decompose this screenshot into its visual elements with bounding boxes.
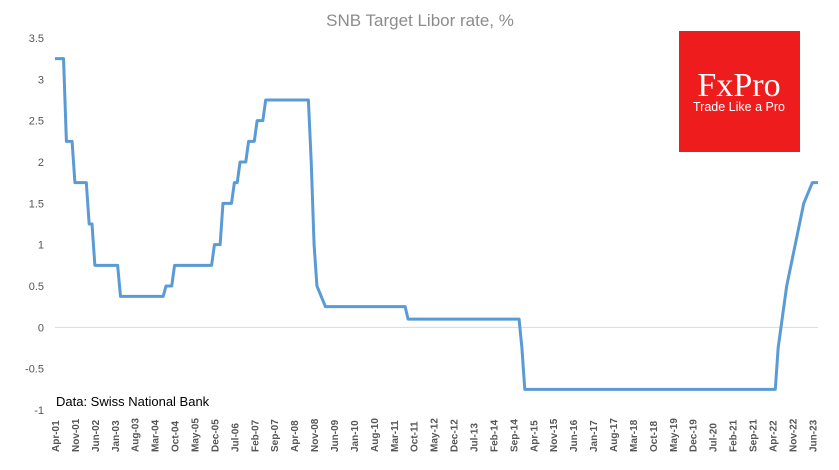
x-tick-label: May-12	[430, 418, 441, 452]
x-tick-label: Sep-14	[509, 419, 520, 452]
x-tick-label: Mar-11	[390, 420, 401, 452]
y-tick-label: -1	[34, 405, 44, 417]
y-tick-label: 3	[38, 74, 44, 86]
x-tick-label: Jul-13	[470, 423, 481, 452]
x-tick-label: Nov-22	[788, 418, 799, 452]
x-tick-label: May-05	[191, 418, 202, 452]
x-tick-label: Oct-18	[649, 420, 660, 452]
y-tick-label: -0.5	[25, 364, 44, 376]
x-tick-label: Apr-22	[768, 420, 779, 452]
x-tick-label: Jun-09	[330, 419, 341, 452]
x-axis: Apr-01 Nov-01 Jun-02 Jan-03 Aug-03 Mar-04 Oct-…	[51, 418, 819, 452]
fxpro-logo: FxPro Trade Like a Pro	[679, 31, 800, 152]
x-tick-label: Aug-17	[609, 418, 620, 452]
x-tick-label: Jul-20	[709, 423, 720, 452]
y-tick-label: 1	[38, 240, 44, 252]
x-tick-label: Nov-15	[549, 418, 560, 452]
y-tick-label: 2.5	[29, 116, 44, 128]
x-tick-label: Aug-03	[131, 418, 142, 452]
x-tick-label: Feb-14	[489, 419, 500, 452]
x-tick-label: Apr-15	[529, 420, 540, 452]
x-tick-label: Jun-23	[808, 419, 819, 452]
x-tick-label: May-19	[669, 418, 680, 452]
x-tick-label: Dec-19	[689, 419, 700, 452]
x-tick-label: Dec-05	[210, 419, 221, 452]
logo-tagline: Trade Like a Pro	[693, 100, 785, 114]
x-tick-label: Oct-11	[410, 421, 421, 452]
x-tick-label: Mar-18	[629, 419, 640, 452]
y-tick-label: 2	[38, 157, 44, 169]
source-note: Data: Swiss National Bank	[56, 394, 210, 409]
x-tick-label: Jul-06	[230, 423, 241, 452]
x-tick-label: Dec-12	[450, 419, 461, 452]
x-tick-label: Jun-02	[91, 419, 102, 452]
x-tick-label: Apr-01	[51, 420, 62, 452]
x-tick-label: Feb-07	[250, 419, 261, 452]
chart-title: SNB Target Libor rate, %	[326, 11, 514, 30]
x-tick-label: Feb-21	[729, 419, 740, 452]
logo-background	[679, 31, 800, 152]
x-tick-label: Nov-08	[310, 418, 321, 452]
x-tick-label: Jan-03	[111, 420, 122, 452]
logo-brand: FxPro	[697, 67, 780, 104]
y-tick-label: 1.5	[29, 198, 44, 210]
y-tick-label: 3.5	[29, 33, 44, 45]
x-tick-label: Aug-10	[370, 418, 381, 452]
x-tick-label: Apr-08	[290, 420, 301, 452]
series-line-0	[55, 57, 818, 391]
x-tick-label: Jun-16	[569, 419, 580, 452]
x-tick-label: Nov-01	[71, 418, 82, 452]
y-tick-label: 0.5	[29, 281, 44, 293]
y-tick-label: 0	[38, 322, 44, 334]
y-axis: 3.5 3 2.5 2 1.5 1 0.5 0 -0.5 -1	[25, 33, 44, 417]
x-tick-label: Jan-10	[350, 420, 361, 452]
x-tick-label: Sep-21	[749, 419, 760, 452]
x-tick-label: Oct-04	[171, 420, 182, 452]
x-tick-label: Mar-04	[151, 419, 162, 452]
series-group	[55, 57, 818, 391]
x-tick-label: Sep-07	[270, 419, 281, 452]
x-tick-label: Jan-17	[589, 420, 600, 452]
